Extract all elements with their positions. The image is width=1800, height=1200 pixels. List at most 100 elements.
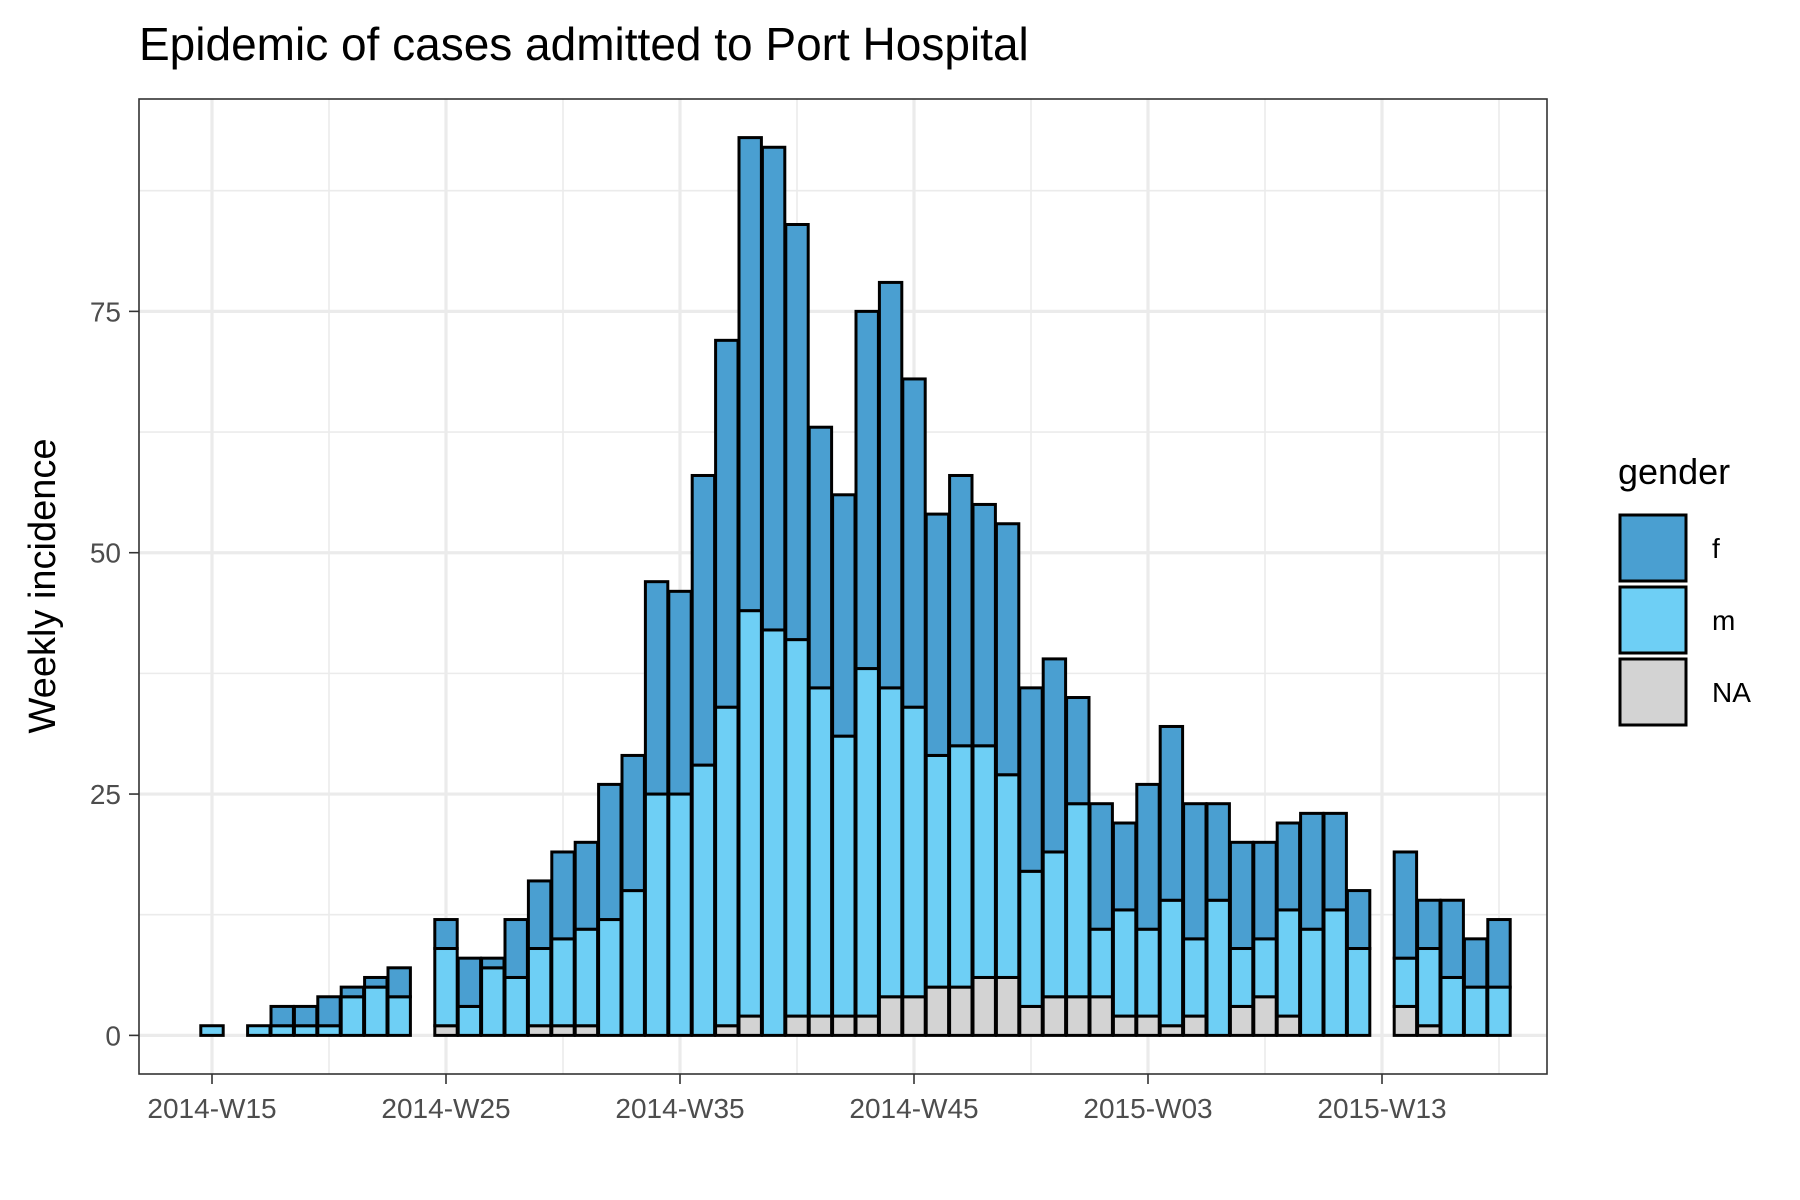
bar-segment-f: [292, 1004, 319, 1028]
bar-segment-m: [597, 918, 623, 1037]
bar-segment-m: [1416, 947, 1442, 1028]
bar-segment-f: [526, 879, 553, 951]
bar-segment-f: [1158, 724, 1185, 902]
bar-segment-f: [854, 309, 880, 671]
bar-segment-na: [971, 975, 997, 1037]
bar-segment-f: [1205, 802, 1231, 902]
plot-panel-border: [138, 98, 1548, 1075]
bar-segment-m: [1322, 908, 1348, 1037]
bar-segment-f: [456, 956, 483, 1008]
bar-segment-na: [948, 985, 974, 1037]
bar-segment-na: [877, 995, 904, 1037]
y-axis-title: Weekly incidence: [22, 438, 64, 733]
bar-segment-f: [760, 145, 787, 632]
bar-segment-na: [1135, 1014, 1161, 1037]
bar-segment-m: [1135, 927, 1161, 1018]
y-tick-label: 25: [90, 779, 121, 810]
bar-segment-f: [1182, 802, 1208, 941]
chart-title: Epidemic of cases admitted to Port Hospi…: [139, 18, 1029, 70]
bar-segment-f: [1345, 889, 1372, 951]
bar-segment-m: [1205, 898, 1231, 1037]
bar-segment-na: [901, 995, 927, 1037]
bar-segment-f: [1416, 898, 1442, 951]
bar-segment-m: [784, 638, 810, 1018]
bar-segment-f: [1462, 937, 1489, 989]
bar-segment-m: [1182, 937, 1208, 1018]
bar-segment-na: [924, 985, 951, 1037]
bar-segment-m: [1065, 802, 1091, 999]
bar-segment-f: [316, 995, 342, 1028]
bar-segment-f: [924, 512, 951, 757]
bar-segment-na: [737, 1014, 763, 1037]
bar-segment-f: [807, 425, 834, 690]
bar-segment-f: [363, 975, 389, 989]
bar-segment-m: [737, 609, 763, 1018]
legend-key-f: [1618, 513, 1688, 583]
bar-segment-f: [386, 966, 412, 999]
bar-segment-na: [854, 1014, 880, 1037]
bar-segment-m: [1439, 975, 1465, 1037]
bar-segment-m: [924, 753, 951, 989]
bar-segment-m: [714, 705, 740, 1028]
bar-segment-m: [1299, 927, 1325, 1037]
y-tick-label: 50: [90, 538, 121, 569]
bar-segment-m: [1041, 850, 1068, 999]
x-axis: 2014-W15 2014-W25 2014-W35 2014-W45 2015-W03…: [147, 1074, 1447, 1124]
bar-segment-m: [1486, 985, 1512, 1037]
bar-segment-m: [690, 763, 717, 1037]
bar-segment-na: [1392, 1004, 1419, 1037]
bar-segment-f: [1111, 821, 1138, 912]
legend-key-m: [1618, 585, 1688, 655]
x-tick-label: 2014-W15: [147, 1093, 276, 1124]
bar-segment-m: [1345, 947, 1372, 1037]
bar-segment-m: [1111, 908, 1138, 1018]
bar-segment-na: [994, 975, 1021, 1037]
bar-segment-f: [1392, 850, 1419, 960]
bar-segment-f: [550, 850, 576, 941]
bar-segment-m: [503, 975, 529, 1037]
y-tick-label: 75: [90, 296, 121, 327]
bar-segment-m: [339, 995, 366, 1037]
bar-segment-m: [456, 1004, 483, 1037]
bar-segment-f: [573, 840, 600, 931]
bar-segment-na: [1088, 995, 1114, 1037]
bar-segment-f: [1322, 811, 1348, 912]
bar-segment-f: [503, 918, 529, 979]
bar-segment-m: [363, 985, 389, 1037]
bar-segment-f: [1439, 898, 1465, 979]
bar-segment-na: [1041, 995, 1068, 1037]
bar-segment-f: [877, 280, 904, 690]
bar-segment-m: [877, 686, 904, 999]
bar-segment-f: [667, 589, 693, 796]
bar-segment-f: [971, 502, 997, 748]
y-axis: 0 25 50 75: [90, 296, 139, 1051]
bar-segment-m: [643, 792, 670, 1037]
x-tick-label: 2014-W45: [849, 1093, 978, 1124]
bar-segment-m: [480, 966, 506, 1037]
bar-segment-m: [667, 792, 693, 1037]
bar-segment-m: [994, 773, 1021, 979]
bar-segment-m: [550, 937, 576, 1028]
bar-segment-m: [971, 744, 997, 979]
bar-segment-na: [807, 1014, 834, 1037]
bar-segment-m: [1252, 937, 1278, 999]
bar-segment-f: [948, 473, 974, 748]
legend-label-m: m: [1712, 605, 1735, 636]
bar-segment-m: [901, 705, 927, 999]
bar-segment-f: [994, 522, 1021, 777]
bar-segment-f: [690, 473, 717, 767]
x-tick-label: 2015-W03: [1083, 1093, 1212, 1124]
bar-segment-f: [643, 580, 670, 796]
bar-segment-m: [1462, 985, 1489, 1037]
bar-segment-f: [1135, 782, 1161, 931]
bar-segment-f: [1228, 840, 1255, 951]
legend-key-na: [1618, 657, 1688, 727]
bar-segment-na: [784, 1014, 810, 1037]
bar-segment-f: [714, 338, 740, 709]
bar-segment-m: [1158, 898, 1185, 1028]
bar-segment-f: [480, 956, 506, 970]
legend-label-f: f: [1712, 533, 1720, 564]
bar-segment-m: [620, 889, 646, 1037]
bar-segment-f: [1252, 840, 1278, 941]
